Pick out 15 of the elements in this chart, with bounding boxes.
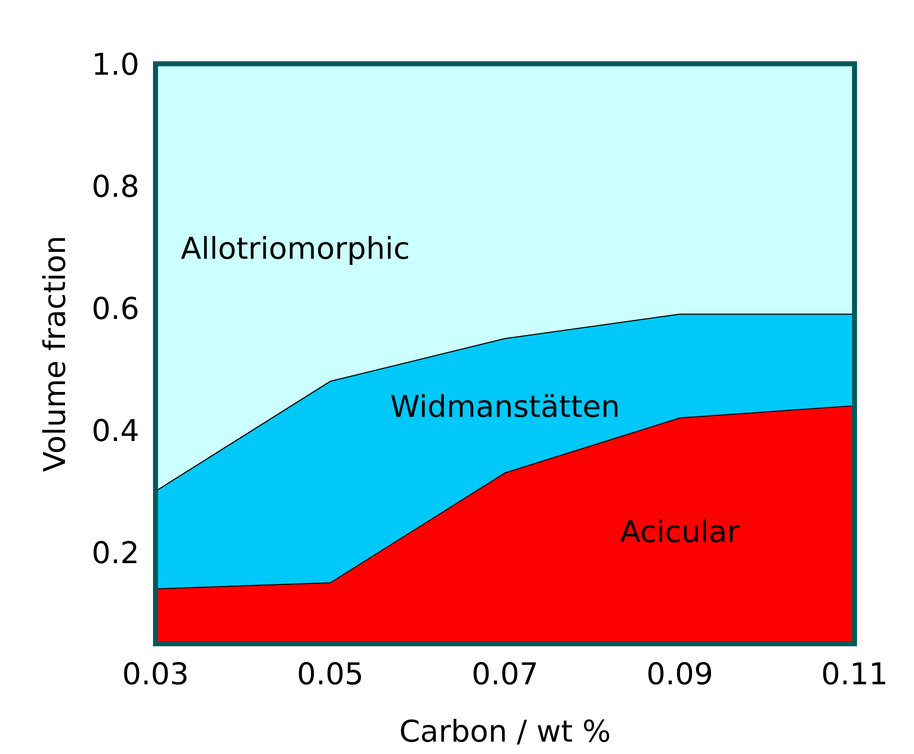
x-tick-label: 0.05 <box>298 662 362 684</box>
x-tick-label: 0.07 <box>474 662 536 684</box>
series-label: Acicular <box>620 519 740 542</box>
y-tick-label: 0.8 <box>94 174 138 198</box>
x-tick-label: 0.09 <box>648 662 712 684</box>
x-tick-label: 0.11 <box>823 662 886 684</box>
y-tick-label: 0.4 <box>94 418 138 442</box>
series-label: Widmanstätten <box>391 394 618 418</box>
y-tick-label: 0.2 <box>94 540 136 564</box>
y-axis-title: Volume fraction <box>42 238 66 472</box>
x-tick-label: 0.03 <box>124 662 187 684</box>
y-tick-label: 1.0 <box>94 52 138 75</box>
x-axis-title: Carbon / wt % <box>400 718 610 744</box>
series-label: Allotriomorphic <box>180 236 408 265</box>
y-tick-label: 0.6 <box>94 296 138 320</box>
